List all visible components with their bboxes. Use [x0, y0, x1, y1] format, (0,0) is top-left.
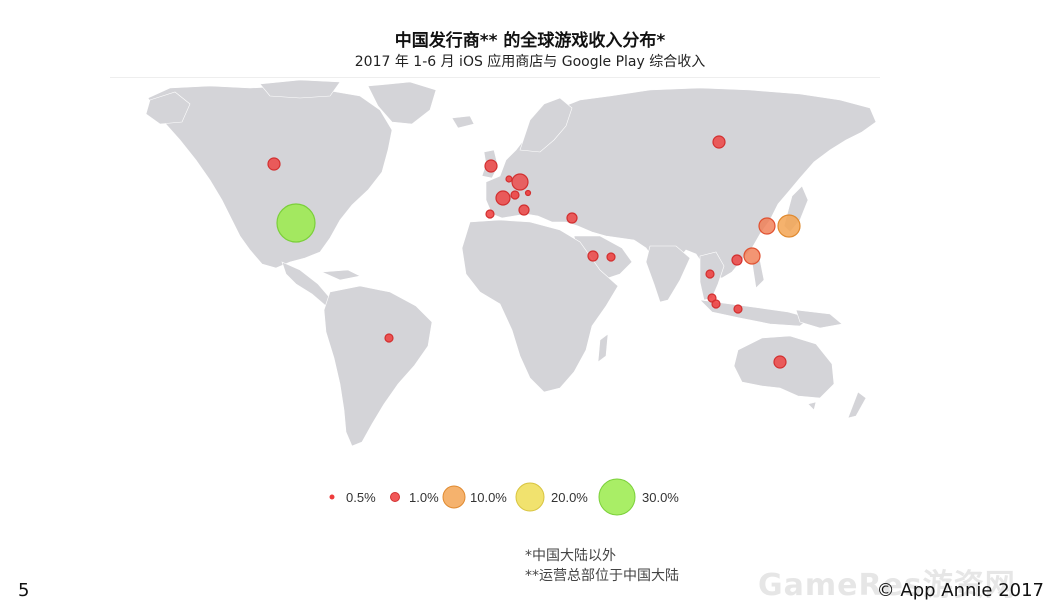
bubble-russia	[712, 135, 726, 149]
bubble-netherlands	[505, 175, 513, 183]
watermark: GameRes游资网	[758, 568, 1016, 603]
legend-label-0.5: 0.5%	[346, 490, 376, 505]
bubble-hong-kong	[731, 254, 743, 266]
bubble-australia	[773, 355, 787, 369]
legend-swatch-30.0	[598, 478, 636, 516]
bubble-saudi-arabia	[587, 250, 599, 262]
world-map	[145, 79, 877, 447]
bubble-france	[495, 190, 511, 206]
land-alaska	[145, 91, 191, 125]
land-scandinavia	[519, 97, 573, 153]
legend-swatch-0.5	[329, 494, 335, 500]
size-legend: 0.5% 1.0% 10.0% 20.0% 30.0%	[329, 478, 679, 516]
bubble-brazil	[384, 333, 394, 343]
land-madagascar	[597, 333, 609, 363]
land-caribbean	[321, 269, 361, 281]
legend-swatch-1.0	[390, 492, 400, 502]
bubble-spain	[485, 209, 495, 219]
bubble-usa	[276, 203, 316, 243]
legend-label-20.0: 20.0%	[551, 490, 588, 505]
bubble-switzerland	[510, 190, 520, 200]
title-divider	[110, 77, 880, 78]
footnote-1: *中国大陆以外	[525, 548, 616, 564]
bubble-korea	[758, 217, 776, 235]
bubble-indonesia	[733, 304, 743, 314]
land-africa	[461, 219, 619, 393]
legend-item-10.0: 10.0%	[442, 485, 507, 509]
bubble-uk	[484, 159, 498, 173]
land-iceland	[451, 115, 475, 129]
copyright: © App Annie 2017	[876, 580, 1044, 601]
chart-title: 中国发行商** 的全球游戏收入分布*	[394, 31, 666, 51]
bubble-singapore	[711, 299, 721, 309]
land-tasmania	[807, 401, 817, 411]
bubble-canada	[267, 157, 281, 171]
bubble-uae	[606, 252, 616, 262]
legend-item-1.0: 1.0%	[390, 490, 439, 505]
land-layer	[145, 79, 877, 447]
bubble-turkey	[566, 212, 578, 224]
bubble-germany	[511, 173, 529, 191]
legend-label-30.0: 30.0%	[642, 490, 679, 505]
land-new-guinea	[795, 309, 843, 329]
legend-item-20.0: 20.0%	[515, 482, 588, 512]
land-india	[645, 245, 691, 303]
legend-swatch-20.0	[515, 482, 545, 512]
bubble-austria	[524, 189, 532, 197]
land-arctic-islands	[259, 79, 341, 99]
legend-label-1.0: 1.0%	[409, 490, 439, 505]
bubble-thailand	[705, 269, 715, 279]
legend-item-0.5: 0.5%	[329, 490, 376, 505]
footnotes: *中国大陆以外 **运营总部位于中国大陆	[525, 546, 679, 586]
footnote-2: **运营总部位于中国大陆	[525, 568, 679, 584]
legend-swatch-10.0	[442, 485, 466, 509]
chart-subtitle: 2017 年 1-6 月 iOS 应用商店与 Google Play 综合收入	[354, 54, 706, 70]
page-number: 5	[18, 580, 30, 601]
bubble-taiwan	[743, 247, 761, 265]
bubble-japan	[777, 214, 801, 238]
land-new-zealand	[847, 391, 867, 419]
land-greenland	[367, 81, 437, 125]
bubble-layer	[267, 135, 801, 369]
legend-label-10.0: 10.0%	[470, 490, 507, 505]
land-south-america	[323, 285, 433, 447]
legend-item-30.0: 30.0%	[598, 478, 679, 516]
bubble-italy	[518, 204, 530, 216]
